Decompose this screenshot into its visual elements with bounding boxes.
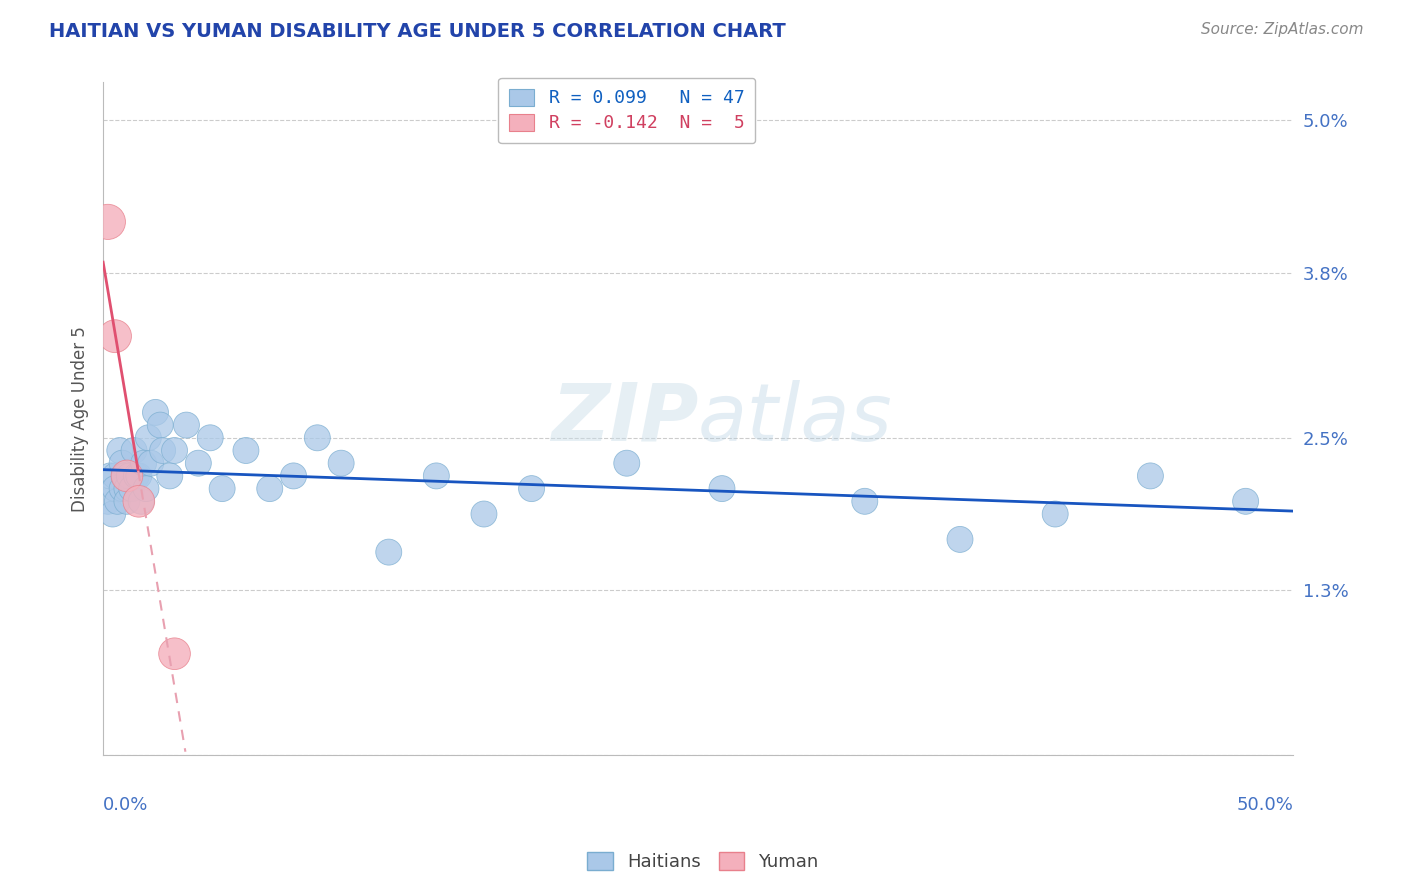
Text: 0.0%: 0.0% — [103, 796, 149, 814]
Point — [125, 469, 148, 483]
Point — [138, 431, 160, 445]
Text: 50.0%: 50.0% — [1236, 796, 1294, 814]
Point — [135, 482, 157, 496]
Point — [163, 647, 186, 661]
Point — [1045, 507, 1067, 521]
Point — [114, 469, 136, 483]
Point — [97, 494, 120, 508]
Point — [259, 482, 281, 496]
Point — [104, 482, 127, 496]
Point — [145, 405, 167, 419]
Point — [115, 469, 138, 483]
Point — [200, 431, 222, 445]
Text: Source: ZipAtlas.com: Source: ZipAtlas.com — [1201, 22, 1364, 37]
Point — [211, 482, 233, 496]
Point — [283, 469, 305, 483]
Point — [176, 418, 198, 433]
Point — [187, 456, 209, 470]
Point — [1234, 494, 1257, 508]
Point — [1139, 469, 1161, 483]
Point — [949, 533, 972, 547]
Point — [235, 443, 257, 458]
Point — [128, 494, 150, 508]
Legend: R = 0.099   N = 47, R = -0.142  N =  5: R = 0.099 N = 47, R = -0.142 N = 5 — [498, 78, 755, 144]
Point — [616, 456, 638, 470]
Point — [853, 494, 876, 508]
Point — [472, 507, 495, 521]
Point — [149, 418, 172, 433]
Point — [118, 469, 141, 483]
Point — [139, 456, 162, 470]
Text: atlas: atlas — [699, 380, 893, 458]
Point — [128, 469, 150, 483]
Point — [129, 494, 152, 508]
Y-axis label: Disability Age Under 5: Disability Age Under 5 — [72, 326, 89, 512]
Point — [111, 482, 134, 496]
Point — [122, 443, 145, 458]
Point — [330, 456, 353, 470]
Point — [97, 215, 120, 229]
Point — [307, 431, 329, 445]
Point — [132, 456, 155, 470]
Point — [152, 443, 174, 458]
Point — [104, 469, 127, 483]
Legend: Haitians, Yuman: Haitians, Yuman — [581, 846, 825, 879]
Text: ZIP: ZIP — [551, 380, 699, 458]
Point — [710, 482, 733, 496]
Point — [108, 443, 131, 458]
Point — [107, 494, 129, 508]
Text: HAITIAN VS YUMAN DISABILITY AGE UNDER 5 CORRELATION CHART: HAITIAN VS YUMAN DISABILITY AGE UNDER 5 … — [49, 22, 786, 41]
Point — [115, 482, 138, 496]
Point — [111, 456, 134, 470]
Point — [121, 482, 143, 496]
Point — [159, 469, 181, 483]
Point — [98, 469, 121, 483]
Point — [101, 507, 124, 521]
Point — [115, 494, 138, 508]
Point — [163, 443, 186, 458]
Point — [520, 482, 543, 496]
Point — [425, 469, 447, 483]
Point — [104, 329, 127, 343]
Point — [377, 545, 399, 559]
